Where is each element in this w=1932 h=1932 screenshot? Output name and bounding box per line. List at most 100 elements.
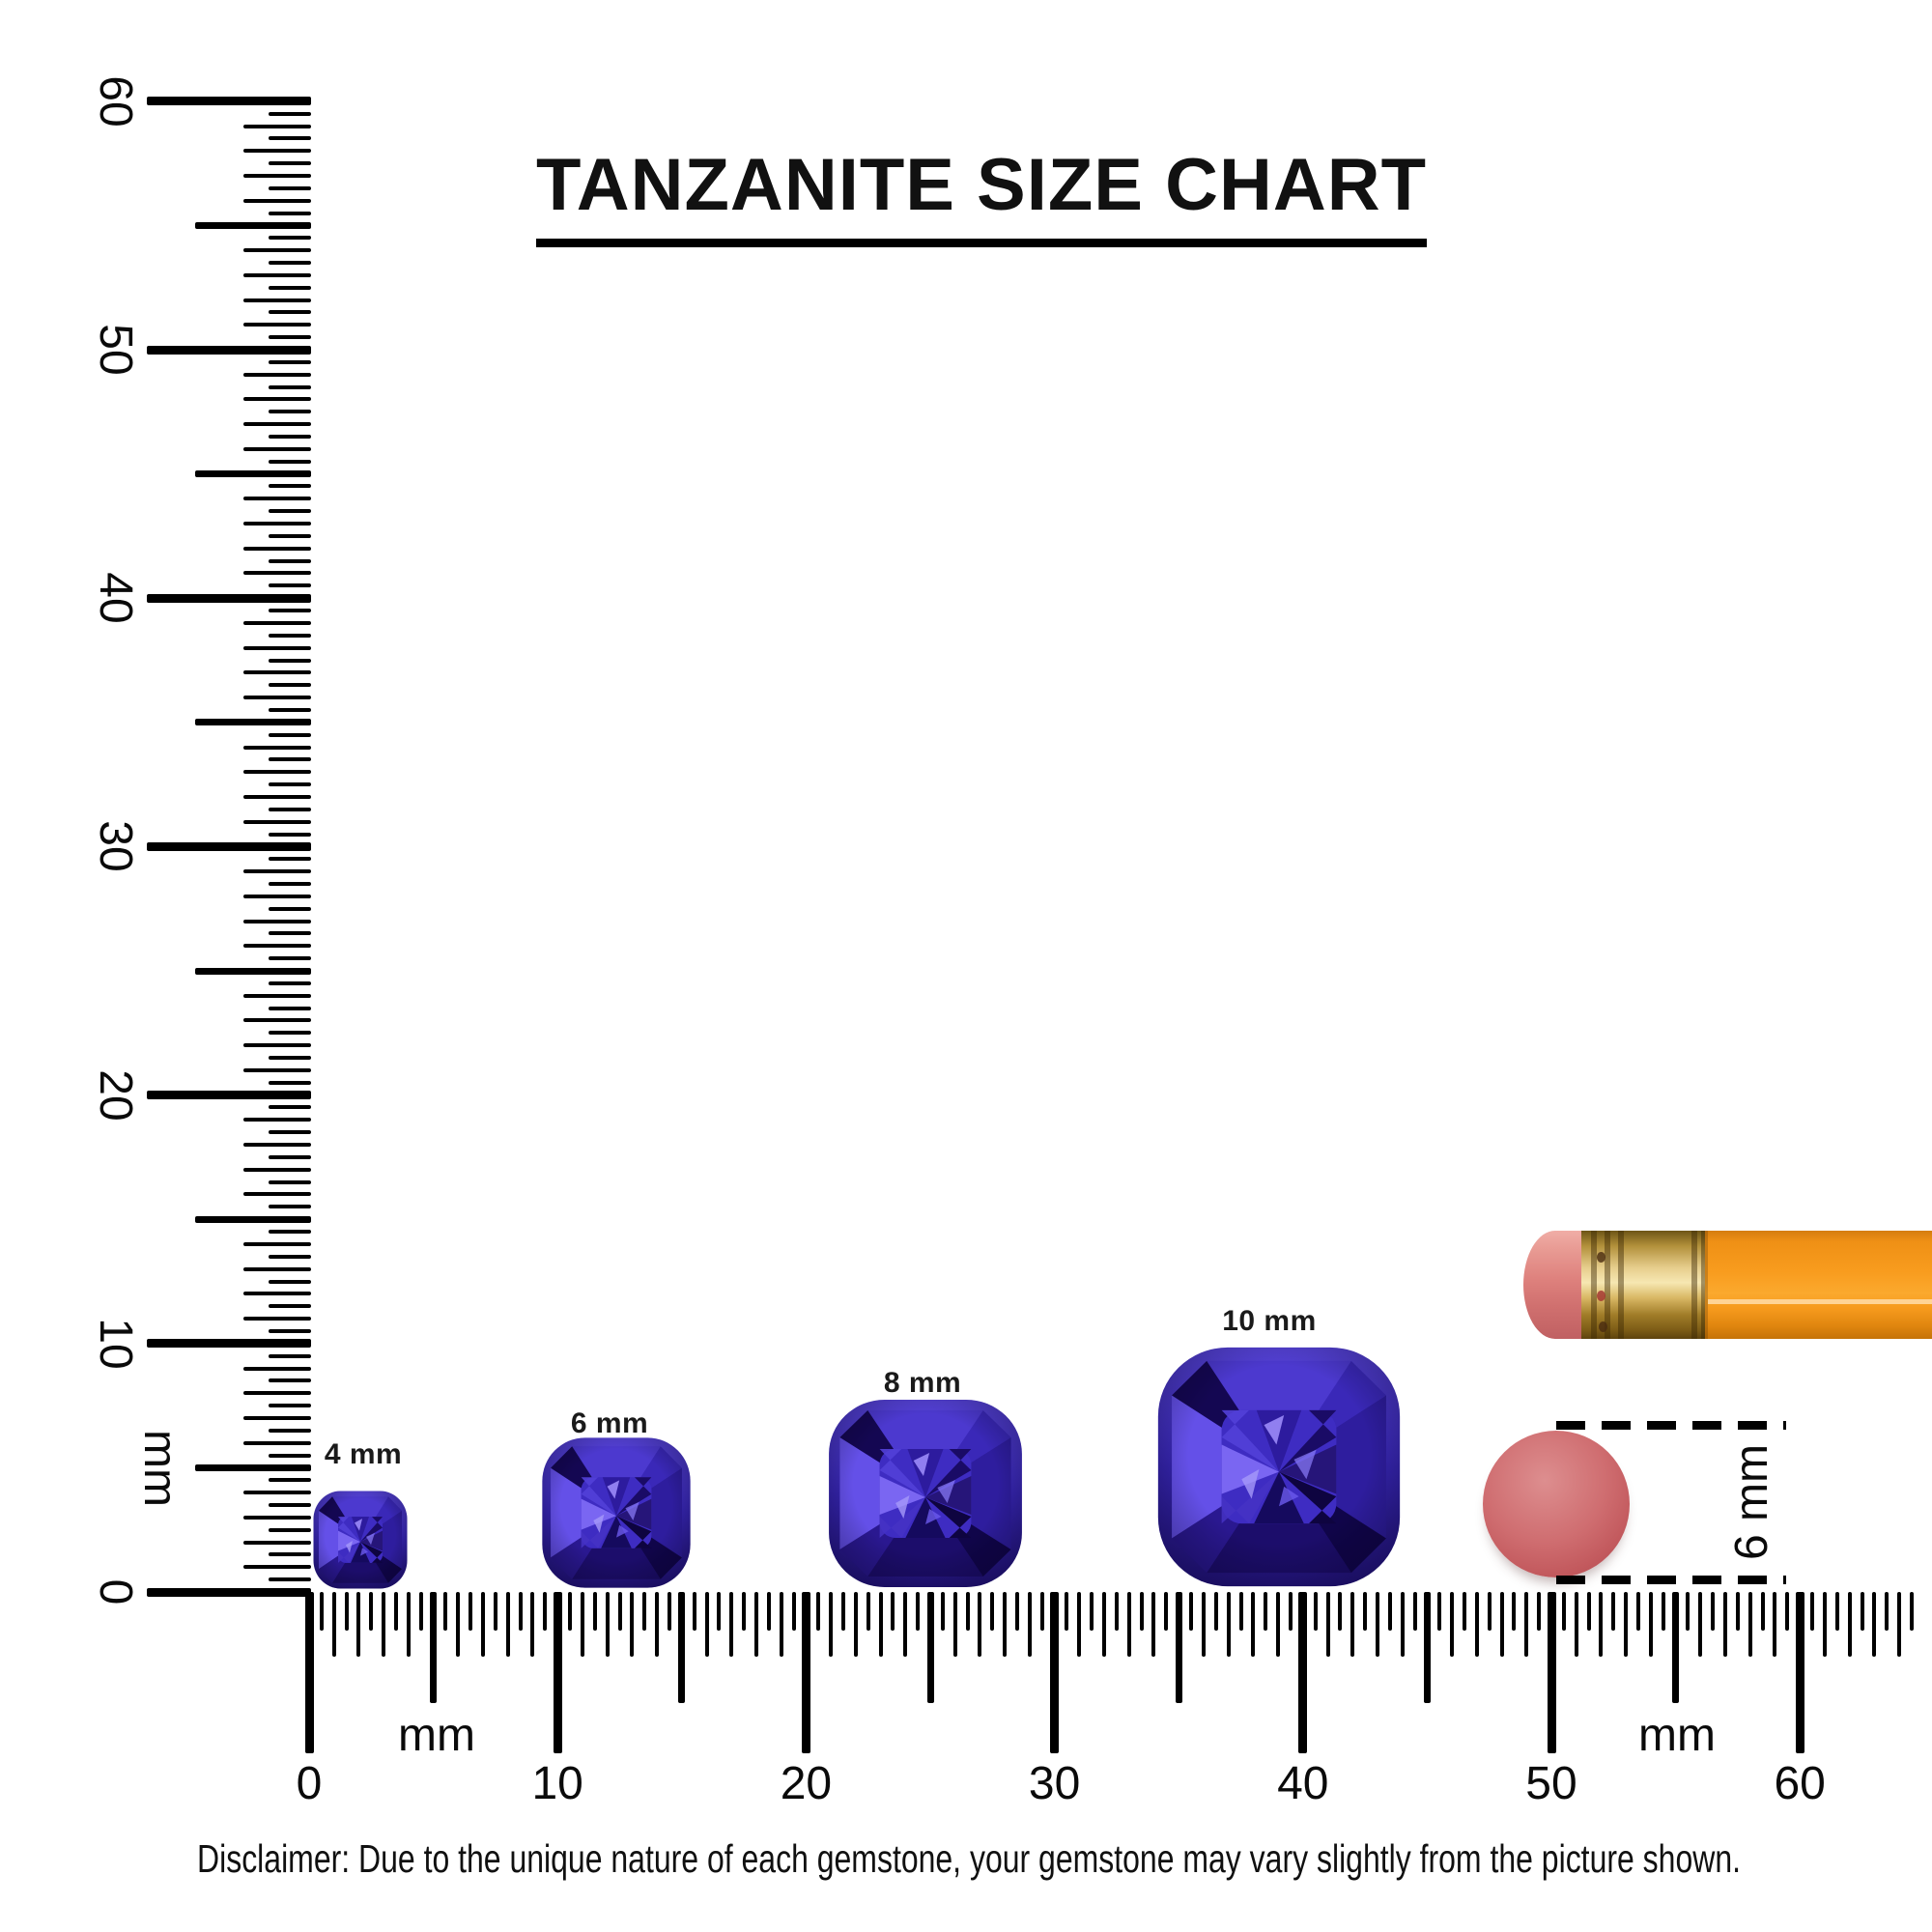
h-ruler-tick [1338,1592,1343,1631]
h-ruler-tick [430,1592,438,1703]
v-ruler-tick [269,435,311,440]
h-ruler-tick [493,1592,497,1631]
h-ruler-tick [1599,1592,1604,1657]
v-ruler-tick [243,149,311,154]
gem-label-6mm: 6 mm [570,1407,649,1439]
h-ruler-tick [406,1592,411,1657]
h-ruler-tick [1537,1592,1542,1631]
h-ruler-tick [1003,1592,1008,1657]
v-ruler-tick [269,161,311,166]
h-ruler-tick [1077,1592,1082,1657]
h-ruler-tick [1474,1592,1479,1657]
v-ruler-tick [269,1478,311,1483]
h-ruler-tick [592,1592,597,1631]
h-ruler-tick [1524,1592,1529,1657]
v-ruler-tick [147,97,311,106]
h-ruler-tick [1672,1592,1680,1703]
v-ruler-label-60: 60 [90,75,142,128]
h-ruler-tick [418,1592,423,1631]
v-ruler-tick [243,1143,311,1148]
h-ruler-tick [940,1592,945,1631]
ferrule-ridge [1701,1231,1707,1339]
pencil-body [1705,1231,1932,1339]
ferrule-ridge [1691,1231,1697,1339]
h-ruler-tick [1437,1592,1442,1631]
v-ruler-tick [269,583,311,588]
h-ruler-label-0: 0 [296,1757,323,1809]
h-ruler-tick [1624,1592,1629,1657]
h-ruler-tick [1723,1592,1728,1657]
horizontal-ruler-unit-label-left: mm [398,1709,475,1761]
h-ruler-tick [304,1592,314,1753]
v-ruler-tick [243,1292,311,1296]
v-ruler-tick [269,384,311,389]
v-ruler-tick [269,558,311,563]
page-title-wrap: TANZANITE SIZE CHART [31,143,1932,247]
v-ruler-tick [243,670,311,675]
h-ruler-tick [553,1592,562,1753]
v-ruler-tick [269,857,311,862]
v-ruler-tick [243,546,311,551]
h-ruler-tick [1050,1592,1060,1753]
pencil-highlight-stripe [1708,1298,1932,1304]
v-ruler-tick [243,819,311,824]
h-ruler-tick [481,1592,486,1657]
v-ruler-tick [243,323,311,327]
h-ruler-tick [891,1592,895,1631]
h-ruler-tick [642,1592,647,1631]
v-ruler-label-30: 30 [90,820,142,873]
v-ruler-tick [269,931,311,936]
disclaimer-text: Disclaimer: Due to the unique nature of … [197,1836,1742,1881]
v-ruler-tick [269,832,311,837]
h-ruler-tick [853,1592,858,1657]
h-ruler-tick [952,1592,957,1657]
v-ruler-tick [269,111,311,116]
h-ruler-tick [742,1592,747,1631]
v-ruler-label-20: 20 [90,1068,142,1122]
ferrule-ridge [1618,1231,1624,1339]
h-ruler-tick [1872,1592,1877,1657]
v-ruler-tick [269,906,311,911]
h-ruler-tick [1151,1592,1156,1657]
h-ruler-tick [678,1592,686,1703]
h-ruler-tick [1039,1592,1044,1631]
v-ruler-tick [243,1491,311,1495]
v-ruler-tick [269,782,311,787]
v-ruler-tick [243,1018,311,1023]
h-ruler-tick [1773,1592,1777,1657]
v-ruler-tick [243,1317,311,1321]
v-ruler-tick [269,410,311,414]
h-ruler-tick [816,1592,821,1631]
v-ruler-tick [269,335,311,340]
v-ruler-tick [269,1577,311,1582]
v-ruler-tick [243,1440,311,1445]
v-ruler-tick [269,509,311,514]
h-ruler-tick [568,1592,573,1631]
h-ruler-tick [779,1592,783,1657]
v-ruler-tick [147,593,311,603]
v-ruler-tick [243,272,311,277]
page-title: TANZANITE SIZE CHART [535,143,1428,247]
h-ruler-tick [505,1592,510,1657]
v-ruler-tick [269,1105,311,1110]
h-ruler-tick [753,1592,758,1657]
h-ruler-tick [1363,1592,1368,1631]
h-ruler-tick [729,1592,734,1657]
v-ruler-tick [243,1241,311,1246]
v-ruler-tick [269,236,311,241]
h-ruler-tick [1636,1592,1641,1631]
h-ruler-tick [1586,1592,1591,1631]
v-ruler-tick [269,136,311,141]
v-ruler-tick [269,658,311,663]
h-ruler-tick [382,1592,386,1657]
v-ruler-tick [147,841,311,851]
v-ruler-tick [269,1328,311,1333]
v-ruler-tick [195,719,311,726]
v-ruler-tick [243,620,311,625]
h-ruler-tick [605,1592,610,1657]
h-ruler-tick [1139,1592,1144,1631]
v-ruler-tick [147,345,311,355]
h-ruler-tick [1574,1592,1578,1657]
v-ruler-tick [269,1154,311,1159]
